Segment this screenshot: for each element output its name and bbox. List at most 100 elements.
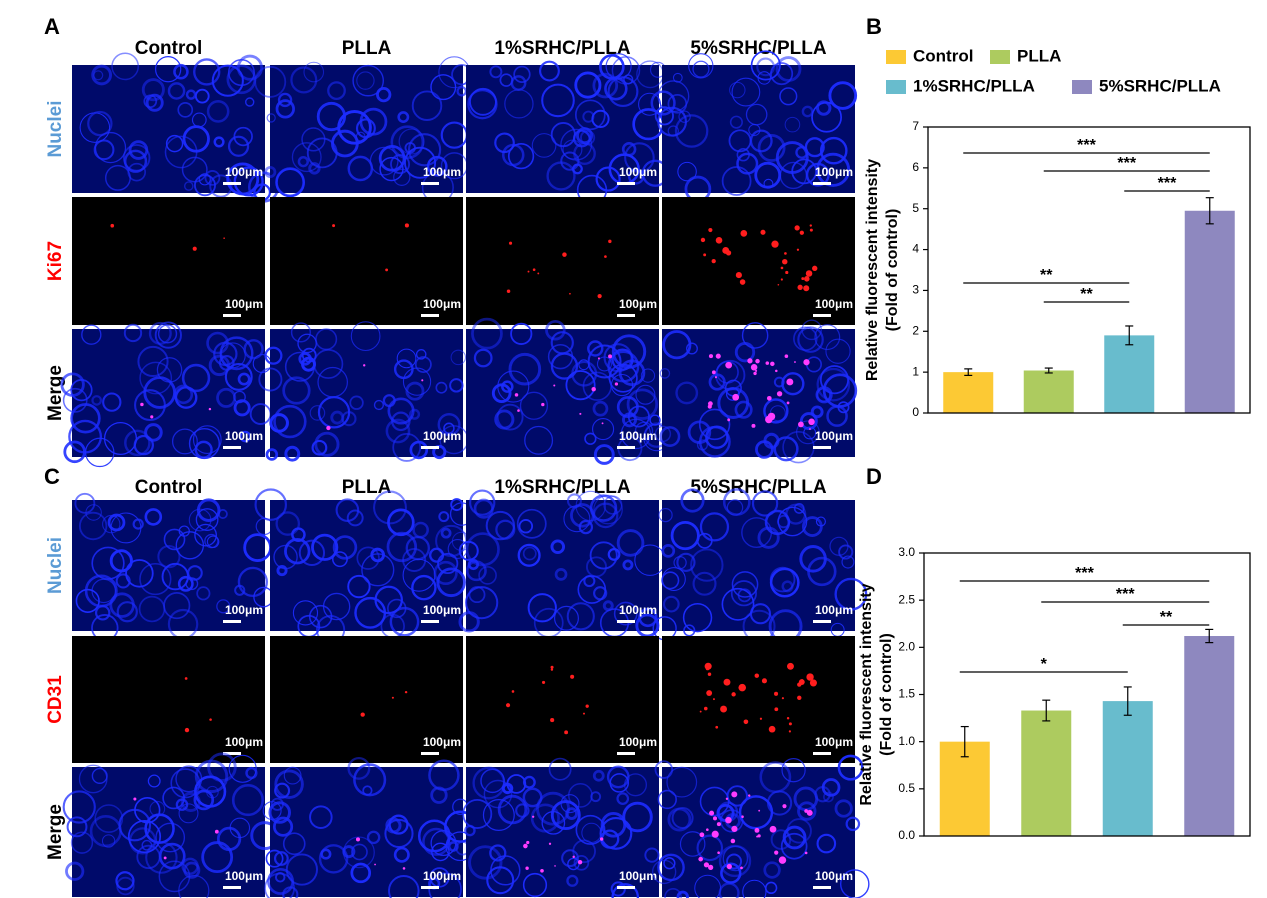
scale-bar bbox=[617, 446, 635, 449]
nucleus-cluster bbox=[566, 874, 579, 887]
nucleus-cluster bbox=[469, 87, 497, 116]
nucleus-cluster bbox=[196, 586, 211, 601]
bar bbox=[939, 741, 990, 836]
stain-spot bbox=[809, 428, 811, 430]
nucleus-cluster bbox=[118, 808, 152, 842]
nucleus-cluster bbox=[216, 599, 231, 614]
nucleus-cluster bbox=[539, 60, 560, 82]
nucleus-cluster bbox=[613, 601, 638, 626]
stain-spot bbox=[809, 228, 813, 232]
nucleus-cluster bbox=[605, 53, 632, 80]
y-tick-label: 7 bbox=[912, 119, 919, 133]
stain-spot bbox=[809, 679, 817, 687]
stain-spot bbox=[774, 707, 779, 712]
nucleus-cluster bbox=[763, 398, 789, 424]
nucleus-cluster bbox=[291, 142, 322, 173]
nucleus-cluster bbox=[541, 810, 566, 835]
image-background bbox=[270, 500, 463, 631]
nucleus-cluster bbox=[144, 508, 163, 526]
nucleus-cluster bbox=[759, 761, 792, 794]
image-background bbox=[662, 197, 855, 325]
nucleus-cluster bbox=[482, 799, 515, 832]
stain-spot bbox=[754, 673, 760, 678]
nucleus-cluster bbox=[811, 101, 842, 133]
nucleus-cluster bbox=[574, 71, 602, 99]
stain-spot bbox=[756, 835, 759, 838]
nucleus-cluster bbox=[195, 508, 219, 531]
stain-spot bbox=[716, 822, 721, 827]
stain-spot bbox=[722, 247, 730, 254]
nucleus-cluster bbox=[91, 546, 125, 580]
nucleus-cluster bbox=[721, 587, 755, 621]
stain-spot bbox=[541, 402, 545, 407]
nucleus-cluster bbox=[228, 754, 257, 783]
nucleus-cluster bbox=[566, 493, 582, 509]
nucleus-cluster bbox=[157, 545, 181, 569]
stain-spot bbox=[738, 683, 747, 692]
nucleus-cluster bbox=[731, 571, 759, 598]
stain-spot bbox=[527, 270, 530, 273]
nucleus-cluster bbox=[580, 130, 596, 146]
nucleus-cluster bbox=[541, 83, 575, 118]
nucleus-cluster bbox=[606, 765, 630, 789]
nucleus-cluster bbox=[65, 861, 85, 881]
scale-bar bbox=[421, 314, 439, 317]
nucleus-cluster bbox=[610, 881, 626, 897]
nucleus-cluster bbox=[622, 559, 634, 571]
scale-bar bbox=[617, 620, 635, 623]
nucleus-cluster bbox=[456, 86, 467, 97]
nucleus-cluster bbox=[236, 54, 264, 81]
scale-bar-label: 100μm bbox=[815, 165, 853, 179]
nucleus-cluster bbox=[501, 782, 514, 795]
nucleus-cluster bbox=[473, 348, 493, 368]
stain-spot bbox=[735, 272, 742, 279]
stain-spot bbox=[781, 697, 784, 700]
nucleus-cluster bbox=[74, 492, 96, 514]
stain-spot bbox=[163, 856, 167, 860]
scale-bar-label: 100μm bbox=[619, 165, 657, 179]
scale-bar-label: 100μm bbox=[225, 297, 263, 311]
nucleus-cluster bbox=[309, 805, 333, 829]
micrograph bbox=[651, 754, 870, 898]
nucleus-cluster bbox=[682, 602, 713, 633]
nucleus-cluster bbox=[409, 440, 429, 460]
nucleus-cluster bbox=[573, 855, 590, 871]
nucleus-cluster bbox=[115, 573, 131, 589]
nucleus-cluster bbox=[308, 162, 321, 175]
nucleus-cluster bbox=[196, 498, 221, 522]
nucleus-cluster bbox=[699, 786, 730, 817]
nucleus-cluster bbox=[384, 818, 414, 849]
nucleus-cluster bbox=[70, 831, 94, 854]
nucleus-cluster bbox=[676, 890, 689, 898]
scale-bar bbox=[617, 182, 635, 185]
nucleus-cluster bbox=[661, 567, 686, 592]
nucleus-cluster bbox=[561, 849, 579, 868]
scale-bar bbox=[223, 620, 241, 623]
nucleus-cluster bbox=[489, 65, 503, 79]
nucleus-cluster bbox=[91, 395, 103, 406]
y-axis-label: (Fold of control) bbox=[884, 209, 901, 332]
y-tick-label: 2.5 bbox=[898, 592, 915, 606]
stain-spot bbox=[784, 252, 787, 255]
stain-spot bbox=[525, 866, 529, 870]
nucleus-cluster bbox=[825, 338, 851, 364]
nucleus-cluster bbox=[62, 790, 96, 824]
nucleus-cluster bbox=[536, 791, 570, 826]
nucleus-cluster bbox=[592, 769, 605, 782]
stain-spot bbox=[184, 677, 188, 680]
stain-spot bbox=[511, 690, 515, 693]
nucleus-cluster bbox=[698, 408, 731, 441]
stain-spot bbox=[801, 679, 804, 681]
nucleus-cluster bbox=[522, 775, 536, 789]
bar bbox=[1102, 701, 1153, 836]
nucleus-cluster bbox=[331, 551, 348, 568]
nucleus-cluster bbox=[516, 508, 547, 539]
stain-spot bbox=[765, 361, 770, 365]
nucleus-cluster bbox=[699, 512, 730, 542]
stain-spot bbox=[720, 705, 728, 713]
nucleus-cluster bbox=[125, 559, 154, 588]
nucleus-cluster bbox=[94, 804, 124, 833]
nucleus-cluster bbox=[275, 99, 295, 119]
nucleus-cluster bbox=[545, 319, 566, 341]
stain-spot bbox=[725, 797, 729, 800]
